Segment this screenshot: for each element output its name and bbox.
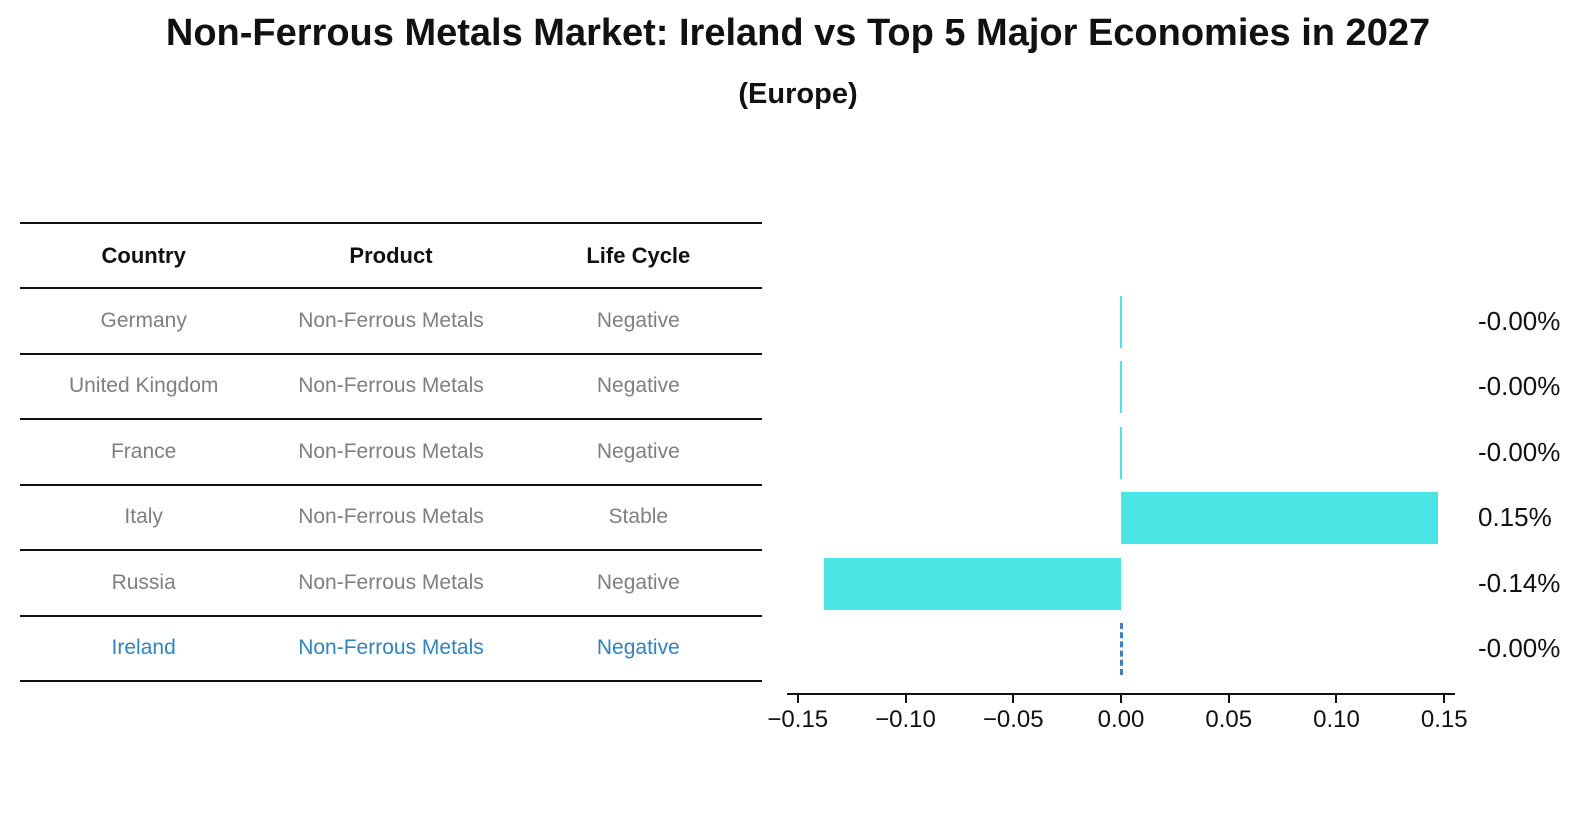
x-axis-tick-label: 0.15 bbox=[1420, 706, 1468, 733]
x-axis-tick-label: −0.10 bbox=[875, 706, 936, 733]
chart-title: Non-Ferrous Metals Market: Ireland vs To… bbox=[165, 12, 1431, 54]
bar bbox=[823, 557, 1121, 610]
table-cell-country: United Kingdom bbox=[68, 374, 219, 398]
table-header-product: Product bbox=[349, 242, 433, 268]
bar-highlighted bbox=[1120, 623, 1123, 676]
country-table: Country Product Life Cycle Germany Non-Fe… bbox=[20, 222, 762, 682]
table-header-row: Country Product Life Cycle bbox=[20, 222, 762, 289]
table-row: Ireland Non-Ferrous Metals Negative bbox=[20, 617, 762, 682]
x-axis-tick bbox=[1012, 695, 1015, 703]
table-row: Russia Non-Ferrous Metals Negative bbox=[20, 551, 762, 617]
table-cell-country: France bbox=[110, 439, 177, 463]
x-axis-tick bbox=[1335, 695, 1338, 703]
table-cell-life-cycle: Negative bbox=[596, 636, 680, 660]
table-row: Germany Non-Ferrous Metals Negative bbox=[20, 289, 762, 355]
table-cell-product: Non-Ferrous Metals bbox=[298, 570, 484, 594]
bar bbox=[1121, 492, 1438, 545]
bar-value-label: -0.00% bbox=[1478, 371, 1561, 402]
table-cell-country: Ireland bbox=[111, 636, 176, 660]
table-cell-product: Non-Ferrous Metals bbox=[298, 308, 484, 332]
x-axis-tick-label: −0.15 bbox=[767, 706, 829, 733]
table-cell-life-cycle: Negative bbox=[596, 374, 680, 398]
chart-subtitle: (Europe) bbox=[738, 78, 858, 110]
bar-value-label: -0.00% bbox=[1478, 633, 1561, 664]
x-axis-tick bbox=[1120, 695, 1122, 703]
table-row: United Kingdom Non-Ferrous Metals Negative bbox=[20, 355, 762, 420]
table-body: Germany Non-Ferrous Metals Negative United … bbox=[20, 289, 762, 682]
x-axis-tick bbox=[796, 695, 799, 703]
table-cell-product: Non-Ferrous Metals bbox=[298, 636, 484, 660]
x-axis-tick-label: 0.00 bbox=[1097, 706, 1145, 733]
table-cell-life-cycle: Negative bbox=[596, 439, 680, 463]
table-cell-product: Non-Ferrous Metals bbox=[298, 439, 484, 463]
table-cell-country: Italy bbox=[124, 505, 163, 529]
bar bbox=[1120, 426, 1122, 479]
x-axis-tick-label: −0.05 bbox=[982, 706, 1044, 733]
table-cell-life-cycle: Negative bbox=[596, 570, 680, 594]
x-axis-tick-label: 0.05 bbox=[1205, 706, 1253, 733]
table-cell-life-cycle: Stable bbox=[608, 505, 669, 529]
table-header-life-cycle: Life Cycle bbox=[586, 242, 691, 268]
table-row: France Non-Ferrous Metals Negative bbox=[20, 420, 762, 486]
x-axis-tick bbox=[1443, 695, 1446, 703]
x-axis-tick bbox=[1227, 695, 1230, 703]
bar-value-label: -0.00% bbox=[1478, 436, 1561, 467]
table-cell-life-cycle: Negative bbox=[596, 308, 680, 332]
table-header-country: Country bbox=[101, 242, 186, 268]
table-cell-product: Non-Ferrous Metals bbox=[298, 505, 484, 529]
bar bbox=[1120, 295, 1122, 348]
table-cell-country: Germany bbox=[100, 308, 187, 332]
table-cell-product: Non-Ferrous Metals bbox=[298, 374, 484, 398]
table-cell-country: Russia bbox=[111, 570, 176, 594]
x-axis-tick bbox=[904, 695, 907, 703]
bar-value-label: 0.15% bbox=[1478, 502, 1552, 533]
plot-area: -0.00% -0.00% -0.00% 0.15% -0.14% -0.00% −0.15… bbox=[767, 222, 1560, 733]
bar bbox=[1120, 361, 1122, 414]
x-axis-line bbox=[787, 693, 1455, 695]
bar-value-label: -0.14% bbox=[1478, 567, 1561, 598]
table-row: Italy Non-Ferrous Metals Stable bbox=[20, 486, 762, 551]
x-axis-tick-label: 0.10 bbox=[1313, 706, 1360, 733]
bar-value-label: -0.00% bbox=[1478, 305, 1561, 336]
